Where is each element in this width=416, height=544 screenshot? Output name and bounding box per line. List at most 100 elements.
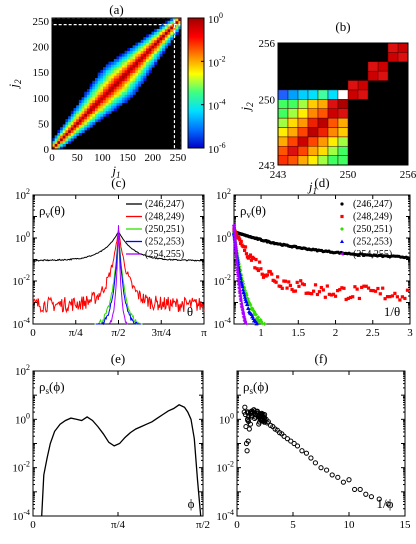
- data-point: [261, 275, 266, 279]
- heatmap-cell: [143, 72, 147, 76]
- data-point: [285, 286, 289, 290]
- heatmap-cell: [97, 83, 101, 87]
- heatmap-cell: [95, 102, 99, 106]
- heatmap-cell: [159, 26, 163, 30]
- data-point: [323, 295, 327, 299]
- heatmap-cell: [70, 121, 74, 125]
- heatmap-cell: [92, 121, 96, 125]
- y-tick-label: 10-2: [12, 460, 30, 475]
- heatmap-cell: [162, 39, 166, 43]
- heatmap-cell: [78, 110, 82, 114]
- heatmap-cell: [148, 37, 152, 41]
- heatmap-cell: [78, 113, 82, 117]
- heatmap-cell: [103, 99, 107, 104]
- heatmap-cell: [347, 80, 359, 91]
- heatmap-cell: [76, 118, 80, 123]
- heatmap-cell: [327, 127, 339, 138]
- x-tick-label: 0: [30, 519, 36, 531]
- data-point: [338, 288, 342, 292]
- heatmap-cell: [108, 83, 112, 87]
- data-point: [248, 410, 254, 416]
- heatmap-cell: [73, 110, 77, 114]
- heatmap-cell: [162, 50, 166, 54]
- heatmap-cell: [60, 140, 64, 144]
- heatmap-cell: [89, 121, 93, 125]
- data-point: [385, 295, 390, 299]
- heatmap-cell: [287, 89, 299, 100]
- heatmap-cell: [132, 50, 136, 54]
- heatmap-cell: [116, 64, 120, 68]
- heatmap-cell: [156, 39, 160, 43]
- heatmap-cell: [73, 116, 77, 120]
- heatmap-cell: [84, 113, 88, 117]
- data-point: [299, 279, 303, 283]
- legend-label: (254,255): [353, 249, 392, 260]
- heatmap-cell: [138, 69, 142, 73]
- heatmap-cell: [89, 91, 93, 95]
- data-point: [378, 292, 382, 296]
- data-point: [405, 288, 410, 292]
- heatmap-cell: [129, 58, 134, 63]
- heatmap-cell: [162, 37, 166, 41]
- heatmap-cell: [124, 53, 128, 57]
- heatmap-cell: [170, 34, 174, 38]
- heatmap-cell: [129, 94, 134, 98]
- heatmap-cell: [95, 113, 99, 117]
- heatmap-cell: [116, 83, 120, 87]
- data-point: [306, 291, 310, 295]
- data-point: [255, 267, 259, 271]
- heatmap-cell: [154, 61, 158, 65]
- heatmap-cell: [154, 48, 158, 52]
- data-point: [243, 245, 248, 249]
- y-tick-label: 102: [15, 187, 30, 202]
- heatmap-cell: [116, 105, 120, 109]
- heatmap-cell: [111, 108, 115, 112]
- data-point: [249, 258, 254, 262]
- heatmap-cell: [287, 145, 299, 156]
- heatmap-cell: [138, 78, 142, 82]
- heatmap-cell: [119, 102, 123, 106]
- panel-label: (a): [109, 2, 123, 17]
- heatmap-cell: [100, 116, 104, 120]
- heatmap-cell: [167, 34, 171, 38]
- y-tick-label: 256: [259, 38, 276, 50]
- data-point: [256, 315, 261, 320]
- data-point: [245, 302, 250, 307]
- heatmap-cell: [156, 56, 160, 60]
- heatmap-cell: [132, 69, 136, 73]
- heatmap-cell: [307, 136, 319, 147]
- heatmap-cell: [97, 105, 101, 109]
- data-point: [312, 460, 318, 466]
- heatmap-cell: [119, 75, 123, 79]
- heatmap-cell: [81, 118, 85, 123]
- heatmap-cell: [97, 116, 101, 120]
- heatmap-cell: [307, 89, 319, 100]
- data-point: [352, 486, 358, 493]
- heatmap-cell: [62, 132, 66, 136]
- heatmap-cell: [70, 116, 74, 120]
- heatmap-cell: [170, 26, 174, 30]
- heatmap-cell: [143, 50, 147, 54]
- heatmap-cell: [129, 50, 134, 54]
- x-tick-label: π/4: [69, 327, 84, 339]
- heatmap-cell: [347, 89, 359, 100]
- heatmap-cell: [140, 45, 144, 49]
- data-point: [241, 290, 246, 295]
- heatmap-cell: [151, 34, 155, 38]
- heatmap-cell: [132, 56, 136, 60]
- heatmap-cell: [154, 56, 158, 60]
- heatmap-cell: [111, 91, 115, 95]
- data-point: [242, 404, 248, 410]
- heatmap-cell: [95, 108, 99, 112]
- heatmap-cell: [92, 116, 96, 120]
- data-point: [274, 280, 278, 284]
- heatmap-cell: [277, 108, 289, 119]
- y-tick-label: 250: [259, 94, 276, 106]
- heatmap-cell: [116, 86, 120, 90]
- heatmap-cell: [73, 113, 77, 117]
- y-tick-label: 102: [15, 363, 30, 378]
- y-axis-label: ρv(θ): [240, 203, 266, 220]
- panel-b: 243 250 256 243 250 256 (b) j1 j2: [238, 19, 416, 196]
- data-point: [400, 295, 404, 299]
- heatmap-cell: [327, 89, 339, 100]
